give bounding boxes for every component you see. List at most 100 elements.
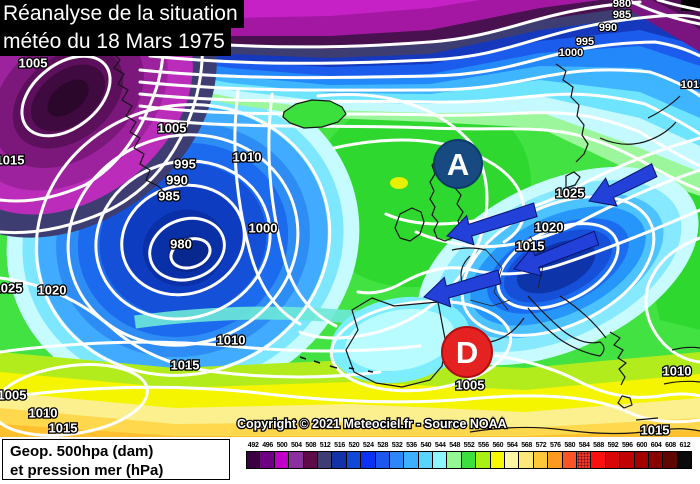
- color-scale-value: 496: [262, 442, 273, 449]
- color-scale-cell: 528: [375, 440, 390, 469]
- isobar-contours: [0, 0, 700, 437]
- color-scale-cell: 532: [389, 440, 405, 469]
- color-scale-value: 504: [290, 442, 302, 449]
- isobar-labels: 1005101510059959909859801010100010251020…: [0, 0, 700, 439]
- color-scale-cell: 504: [289, 440, 304, 469]
- isobar-label: 1000: [559, 47, 583, 59]
- color-scale-value: 584: [578, 442, 590, 449]
- color-scale-swatch: [562, 451, 577, 469]
- coast-greece: [609, 331, 659, 421]
- coast-turkey: [663, 346, 700, 385]
- color-scale-swatch: [317, 451, 333, 469]
- color-scale-value: 560: [492, 442, 504, 449]
- color-scale-value: 568: [521, 442, 532, 449]
- color-scale-cell: 496: [260, 440, 275, 469]
- color-scale-value: 556: [478, 442, 489, 449]
- color-scale-swatch: [677, 451, 693, 469]
- color-scale-value: 512: [319, 442, 331, 449]
- color-scale-value: 600: [636, 442, 648, 449]
- coast-italy: [527, 295, 605, 357]
- parameter-line1: Geop. 500hpa (dam): [10, 443, 154, 460]
- isobar-label: 985: [158, 189, 180, 204]
- color-scale-swatch: [433, 451, 448, 469]
- color-scale-cell: 588: [591, 440, 606, 469]
- isobar-label: 1005: [158, 121, 187, 136]
- color-scale-cell: 500: [274, 440, 290, 469]
- color-scale-cell: 540: [418, 440, 434, 469]
- color-scale-value: 532: [391, 442, 403, 449]
- color-scale-swatch: [533, 451, 549, 469]
- color-scale-swatch: [361, 451, 376, 469]
- coast-iberia: [345, 297, 447, 388]
- color-scale-cell: 512: [317, 440, 333, 469]
- color-scale-value: 500: [276, 442, 288, 449]
- high-pressure-letter: A: [447, 147, 469, 182]
- color-scale-swatch: [246, 451, 261, 469]
- color-scale-value: 564: [506, 442, 518, 449]
- color-scale-cell: 604: [648, 440, 664, 469]
- color-scale-swatch: [490, 451, 506, 469]
- color-scale-value: 528: [377, 442, 389, 449]
- coast-norway: [555, 63, 589, 163]
- color-scale-swatch: [519, 451, 534, 469]
- isobar-label: 1005: [19, 56, 48, 71]
- color-scale-swatch: [663, 451, 678, 469]
- parameter-info-box: Geop. 500hpa (dam) et pression mer (hPa): [2, 439, 230, 480]
- low-pressure-letter: D: [456, 335, 478, 370]
- isobar-label: 1010: [29, 406, 58, 421]
- color-scale-value: 520: [348, 442, 360, 449]
- color-scale-value: 612: [679, 442, 691, 449]
- color-scale-value: 608: [665, 442, 676, 449]
- color-scale-swatch: [576, 451, 592, 469]
- coast-azores: [299, 356, 374, 373]
- parameter-line2: et pression mer (hPa): [10, 462, 164, 479]
- isobar-label: 1010: [663, 364, 692, 379]
- color-scale-swatch: [505, 451, 520, 469]
- coast-north-africa: [469, 426, 700, 435]
- copyright-text: Copyright © 2021 Meteociel.fr - Source N…: [237, 417, 507, 431]
- color-scale-value: 552: [463, 442, 475, 449]
- isobar-label: 1015: [49, 421, 78, 436]
- isobar-label: 1015: [681, 79, 700, 91]
- color-scale-cell: 600: [634, 440, 649, 469]
- color-scale-swatch: [375, 451, 390, 469]
- color-scale-cell: 544: [433, 440, 448, 469]
- color-scale-cell: 596: [620, 440, 635, 469]
- color-scale-cell: 492: [246, 440, 261, 469]
- color-scale-cell: 592: [605, 440, 621, 469]
- color-scale-swatch: [548, 451, 563, 469]
- wind-arrow-icon: [446, 202, 538, 246]
- wind-arrow-icon: [423, 269, 502, 308]
- color-scale-value: 492: [247, 442, 259, 449]
- isobar-label: 1010: [233, 150, 262, 165]
- isobar-label: 1005: [0, 388, 26, 403]
- map-title-line2: météo du 18 Mars 1975: [0, 28, 231, 56]
- color-scale-cell: 536: [404, 440, 419, 469]
- isobar-label: 990: [166, 173, 188, 188]
- color-scale-cell: 576: [548, 440, 563, 469]
- color-scale-value: 572: [535, 442, 547, 449]
- isobar-label: 1000: [249, 221, 278, 236]
- isobar-label: 1015: [641, 423, 670, 438]
- color-scale-swatch: [346, 451, 362, 469]
- isobar-label: 1010: [217, 333, 246, 348]
- color-scale-value: 544: [434, 442, 446, 449]
- color-scale-cell: 564: [505, 440, 520, 469]
- color-scale-cell: 580: [562, 440, 577, 469]
- coastlines: [111, 51, 700, 435]
- color-scale-value: 516: [334, 442, 345, 449]
- wind-arrow-icon: [513, 230, 600, 277]
- color-scale-swatch: [289, 451, 304, 469]
- color-scale-cell: 548: [447, 440, 462, 469]
- color-scale-swatch: [332, 451, 347, 469]
- coast-baltic: [599, 95, 681, 145]
- color-scale-value: 508: [305, 442, 317, 449]
- color-scale-value: 524: [362, 442, 374, 449]
- color-scale-swatch: [447, 451, 462, 469]
- map-title: Réanalyse de la situation météo du 18 Ma…: [0, 0, 244, 56]
- coast-greenland: [111, 51, 179, 199]
- color-scale-swatch: [260, 451, 275, 469]
- isobar-label: 1015: [516, 239, 545, 254]
- low-pressure-marker: D: [441, 326, 493, 378]
- color-scale-cell: 520: [346, 440, 362, 469]
